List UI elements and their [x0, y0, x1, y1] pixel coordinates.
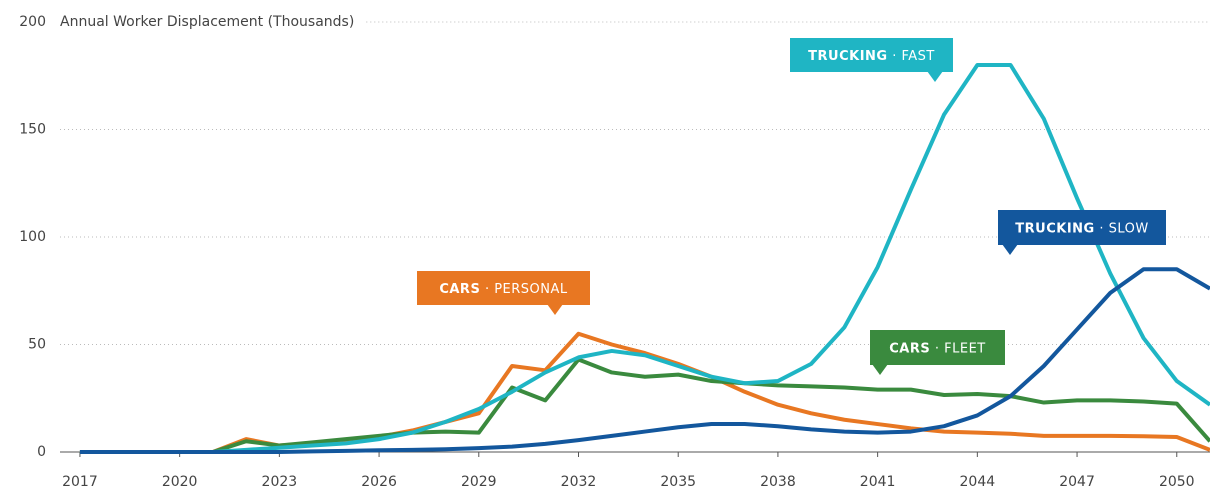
x-tick-label: 2017 — [62, 474, 98, 490]
callout-pointer — [547, 304, 563, 315]
callout-box — [998, 210, 1166, 245]
callout-label-bold: TRUCKING — [808, 49, 887, 64]
x-tick-label: 2050 — [1159, 474, 1195, 490]
callout-label-rest: · SLOW — [1099, 221, 1148, 236]
x-tick-label: 2038 — [760, 474, 796, 490]
x-tick-label: 2041 — [860, 474, 896, 490]
series-line — [79, 357, 1210, 454]
callout-box — [417, 271, 590, 305]
callout-label: TRUCKING · SLOW — [1015, 221, 1148, 236]
callout-label-bold: TRUCKING — [1015, 221, 1094, 236]
x-tick-label: 2035 — [660, 474, 696, 490]
y-tick-label: 100 — [19, 229, 46, 245]
callout-label-bold: CARS — [889, 341, 930, 356]
x-tick-label: 2020 — [162, 474, 198, 490]
callout-label-bold: CARS — [439, 282, 480, 297]
callout-box — [790, 38, 953, 72]
callout-label: TRUCKING · FAST — [808, 49, 935, 64]
callout-label: CARS · PERSONAL — [439, 282, 568, 297]
y-axis-title: Annual Worker Displacement (Thousands) — [60, 14, 354, 30]
callout-label: CARS · FLEET — [889, 341, 985, 356]
callout-pointer — [1002, 244, 1018, 255]
x-tick-label: 2044 — [960, 474, 996, 490]
series-callout: CARS · FLEET — [870, 330, 1005, 375]
y-tick-label: 0 — [37, 444, 46, 460]
y-tick-label: 50 — [28, 337, 46, 353]
callout-label-rest: · PERSONAL — [485, 282, 568, 297]
callout-pointer — [872, 364, 888, 375]
x-tick-label: 2026 — [361, 474, 397, 490]
callout-label-rest: · FAST — [892, 49, 935, 64]
callout-label-rest: · FLEET — [935, 341, 986, 356]
series-line — [79, 267, 1210, 454]
y-tick-label: 200 — [19, 14, 46, 30]
x-tick-label: 2032 — [561, 474, 597, 490]
x-tick-label: 2047 — [1059, 474, 1095, 490]
x-tick-label: 2029 — [461, 474, 497, 490]
x-tick-label: 2023 — [262, 474, 298, 490]
series-callout: TRUCKING · SLOW — [998, 210, 1166, 255]
series-line — [79, 63, 1210, 454]
series-callout: CARS · PERSONAL — [417, 271, 590, 315]
callout-box — [870, 330, 1005, 365]
series-callout: TRUCKING · FAST — [790, 38, 953, 82]
series-line — [79, 331, 1210, 454]
y-tick-label: 150 — [19, 122, 46, 138]
callout-pointer — [927, 71, 943, 82]
